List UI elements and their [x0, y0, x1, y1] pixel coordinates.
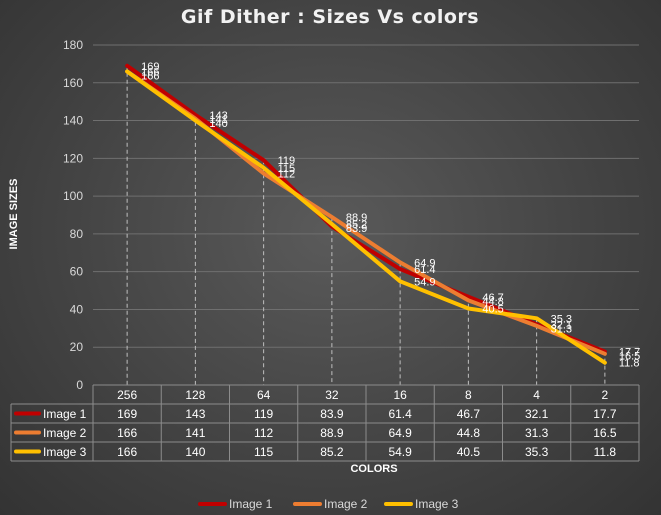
table-series-name: Image 2	[43, 426, 87, 440]
table-series-name: Image 3	[43, 445, 87, 459]
data-label: 46.7	[482, 292, 503, 304]
x-tick-label: 16	[393, 388, 407, 402]
y-tick-label: 40	[70, 302, 84, 316]
x-tick-label: 128	[185, 388, 205, 402]
y-tick-label: 160	[63, 76, 83, 90]
table-cell: 31.3	[525, 426, 549, 440]
x-axis-label: COLORS	[350, 463, 397, 475]
table-cell: 166	[117, 445, 137, 459]
legend-label: Image 1	[229, 497, 273, 511]
y-tick-label: 20	[70, 340, 84, 354]
data-label: 61.4	[414, 264, 435, 276]
legend: Image 1 Image 2 Image 3	[198, 497, 459, 511]
y-tick-label: 0	[76, 378, 83, 392]
table-series-name: Image 1	[43, 407, 87, 421]
table-cell: 166	[117, 426, 137, 440]
data-label: 141	[209, 114, 227, 126]
table-cell: 140	[185, 445, 205, 459]
table-cell: 85.2	[320, 445, 344, 459]
y-tick-label: 80	[70, 227, 84, 241]
x-tick-label: 2	[602, 388, 609, 402]
x-tick-label: 8	[465, 388, 472, 402]
table-cell: 40.5	[457, 445, 481, 459]
data-label: 31.3	[551, 323, 572, 335]
data-label: 83.9	[346, 223, 367, 235]
table-cell: 64.9	[388, 426, 412, 440]
data-label: 166	[141, 70, 159, 82]
data-label: 88.9	[346, 212, 367, 224]
series-lines	[125, 63, 607, 365]
table-cell: 11.8	[594, 445, 617, 459]
x-tick-label: 256	[117, 388, 137, 402]
y-tick-label: 120	[63, 151, 83, 165]
data-label: 112	[278, 168, 296, 180]
table-cell: 61.4	[388, 407, 412, 421]
legend-label: Image 2	[324, 497, 368, 511]
data-label: 54.9	[414, 276, 435, 288]
table-cell: 17.7	[593, 407, 617, 421]
table-cell: 115	[254, 445, 273, 459]
table-cell: 169	[117, 407, 137, 421]
x-tick-label: 32	[325, 388, 339, 402]
data-label: 140	[209, 118, 227, 130]
data-label: 44.8	[482, 296, 503, 308]
y-tick-label: 180	[63, 38, 83, 52]
data-label: 143	[209, 110, 227, 122]
data-label: 115	[278, 163, 296, 175]
table-cell: 16.5	[593, 426, 617, 440]
chart-title: Gif Dither : Sizes Vs colors	[181, 6, 479, 28]
data-label: 119	[278, 155, 296, 167]
y-tick-label: 100	[63, 189, 83, 203]
table-cell: 46.7	[457, 407, 481, 421]
data-label: 17.7	[619, 347, 640, 359]
data-label: 169	[141, 61, 159, 73]
legend-label: Image 3	[415, 497, 459, 511]
series-line-1	[125, 63, 607, 354]
data-label: 64.9	[414, 257, 435, 269]
data-label: 85.2	[346, 219, 367, 231]
table-cell: 32.1	[525, 407, 549, 421]
x-tick-label: 64	[257, 388, 271, 402]
x-tick-label: 4	[533, 388, 540, 402]
data-label: 166	[141, 66, 159, 78]
series-line-3	[125, 69, 607, 365]
table-cell: 141	[185, 426, 205, 440]
data-table: 256 128 64 32 16 8 4 2 Image 1 169 143 119 83.9 61.4 4…	[10, 384, 640, 462]
table-cell: 44.8	[457, 426, 481, 440]
data-label: 11.8	[619, 358, 640, 370]
data-label: 32.1	[551, 319, 572, 331]
table-cell: 88.9	[320, 426, 344, 440]
table-cell: 119	[254, 407, 273, 421]
table-cell: 35.3	[525, 445, 549, 459]
table-cell: 143	[185, 407, 205, 421]
data-label: 16.5	[619, 351, 640, 363]
y-axis-label: IMAGE SIZES	[8, 179, 20, 250]
gridlines: 0 20 40 60 80 100 120 140 160 180	[63, 38, 639, 392]
table-cell: 54.9	[388, 445, 412, 459]
y-tick-label: 140	[63, 114, 83, 128]
data-label: 40.5	[482, 304, 503, 316]
y-tick-label: 60	[70, 265, 84, 279]
data-label: 35.3	[551, 313, 572, 325]
table-cell: 112	[254, 426, 273, 440]
table-cell: 83.9	[320, 407, 344, 421]
